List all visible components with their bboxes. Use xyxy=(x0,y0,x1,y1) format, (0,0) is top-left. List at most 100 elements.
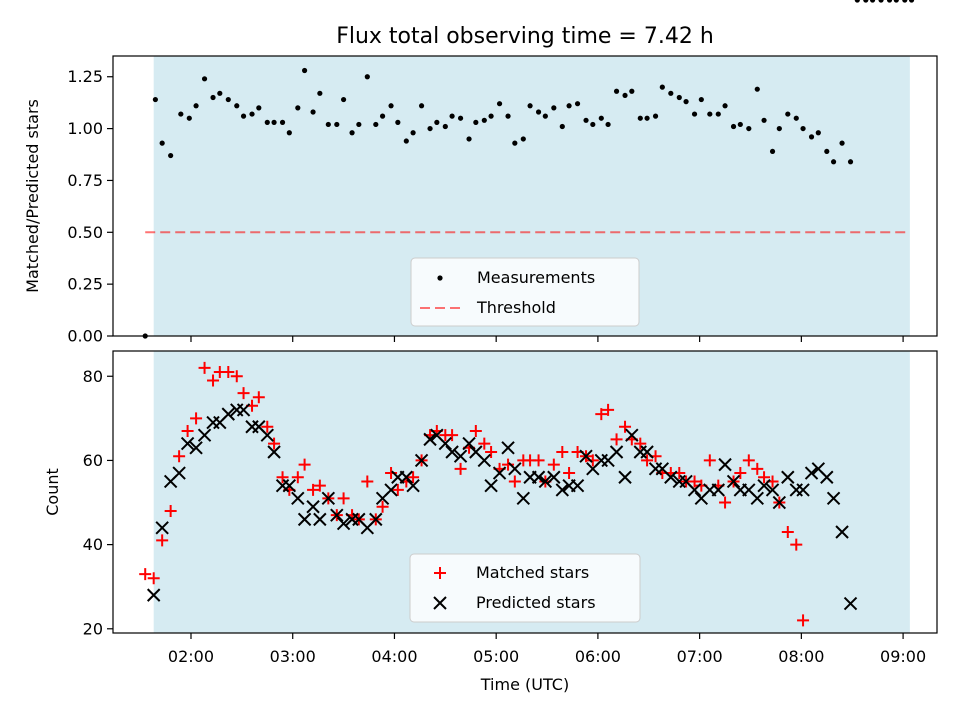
predicted-star-point xyxy=(718,457,732,472)
measurement-point xyxy=(583,117,589,123)
matched-star-point xyxy=(190,412,203,425)
predicted-star-point xyxy=(804,466,819,480)
measurement-point xyxy=(863,0,869,3)
chart-title: Flux total observing time = 7.42 h xyxy=(336,24,714,49)
measurement-point xyxy=(496,101,503,107)
measurement-point xyxy=(334,121,340,128)
measurement-point xyxy=(295,105,301,111)
matched-star-point xyxy=(478,437,491,450)
measurement-point xyxy=(488,113,494,119)
measurement-point xyxy=(473,119,479,125)
predicted-star-point xyxy=(772,495,787,510)
matched-star-point xyxy=(361,475,374,488)
measurement-point xyxy=(310,109,316,115)
predicted-star-point xyxy=(757,478,771,493)
x-tick-label: 03:00 xyxy=(270,647,316,666)
x-tick-label: 09:00 xyxy=(880,647,926,666)
measurement-point xyxy=(598,115,604,121)
matched-star-point xyxy=(641,454,654,467)
predicted-star-point xyxy=(711,483,725,497)
measurement-point xyxy=(201,76,208,82)
measurement-point xyxy=(364,74,370,80)
measurement-point xyxy=(574,101,581,107)
matched-star-point xyxy=(595,408,608,421)
predicted-star-point xyxy=(291,491,305,506)
top-legend-box xyxy=(410,257,640,327)
predicted-star-point xyxy=(765,483,780,497)
matched-star-point xyxy=(634,437,647,450)
measurement-point xyxy=(793,115,799,121)
measurement-point xyxy=(847,159,854,165)
matched-star-point xyxy=(485,446,498,459)
measurement-point xyxy=(317,90,323,96)
measurement-point xyxy=(301,67,308,74)
predicted-star-point xyxy=(625,428,639,442)
measurement-point xyxy=(193,103,199,109)
x-axis-label: Time (UTC) xyxy=(480,675,569,694)
bottom-y-axis-label: Count xyxy=(43,468,62,516)
measurement-point xyxy=(234,103,240,109)
matched-star-point xyxy=(139,568,152,581)
predicted-star-point xyxy=(423,432,437,447)
measurement-point xyxy=(168,152,174,159)
predicted-star-point xyxy=(750,491,764,506)
predicted-star-point xyxy=(484,478,498,493)
measurement-point xyxy=(279,119,286,125)
matched-star-point xyxy=(207,374,220,387)
measurement-point xyxy=(325,121,331,128)
bottom-y-tick-label: 60 xyxy=(83,451,103,470)
predicted-star-point xyxy=(609,445,624,459)
matched-star-point xyxy=(790,538,803,551)
predicted-star-point xyxy=(330,508,344,522)
predicted-stars-points xyxy=(148,404,858,611)
measurement-point xyxy=(746,125,752,132)
measurement-point xyxy=(240,113,247,119)
matched-star-point xyxy=(268,437,281,450)
measurement-point xyxy=(566,103,572,109)
matched-star-point xyxy=(261,420,274,433)
measurement-point xyxy=(178,111,184,117)
predicted-star-point xyxy=(492,466,507,480)
matched-star-point xyxy=(147,572,160,585)
predicted-star-point xyxy=(796,483,810,497)
matched-star-point xyxy=(385,467,398,480)
matched-star-point xyxy=(619,420,632,433)
predicted-star-point xyxy=(570,478,585,493)
measurement-point xyxy=(902,0,908,3)
predicted-star-point xyxy=(406,478,420,493)
top-y-ticks: 0.00 0.25 0.50 0.75 1.00 1.25 xyxy=(67,67,113,346)
measurement-point xyxy=(605,121,611,128)
x-tick-label: 04:00 xyxy=(371,647,417,666)
measurement-point xyxy=(815,130,821,136)
top-measurements xyxy=(142,0,915,339)
matched-star-point xyxy=(556,446,569,459)
measurement-point xyxy=(659,84,665,90)
predicted-star-point xyxy=(477,453,492,468)
top-x-ticks xyxy=(190,336,904,342)
predicted-star-point xyxy=(369,512,383,527)
measurement-point xyxy=(754,86,760,92)
measurement-point xyxy=(217,90,223,96)
x-tick-label: 07:00 xyxy=(677,647,723,666)
measurement-point xyxy=(761,117,767,123)
measurement-point xyxy=(691,111,698,117)
legend-predicted-marker xyxy=(433,596,447,610)
measurement-point xyxy=(808,134,815,140)
predicted-star-point xyxy=(555,483,570,497)
measurement-point xyxy=(676,94,682,101)
measurement-point xyxy=(769,148,776,155)
measurement-point xyxy=(644,115,650,121)
matched-star-point xyxy=(742,454,755,467)
predicted-star-point xyxy=(445,445,459,459)
bottom-y-tick-label: 20 xyxy=(83,619,103,638)
predicted-star-point xyxy=(516,491,531,506)
predicted-star-point xyxy=(820,470,834,484)
measurement-point xyxy=(590,121,596,128)
measurement-point xyxy=(535,109,542,115)
measurement-point xyxy=(722,103,728,109)
matched-star-point xyxy=(532,454,545,467)
measurement-point xyxy=(505,113,511,119)
measurement-point xyxy=(800,125,806,132)
measurement-point xyxy=(668,90,674,96)
predicted-star-point xyxy=(221,407,235,421)
